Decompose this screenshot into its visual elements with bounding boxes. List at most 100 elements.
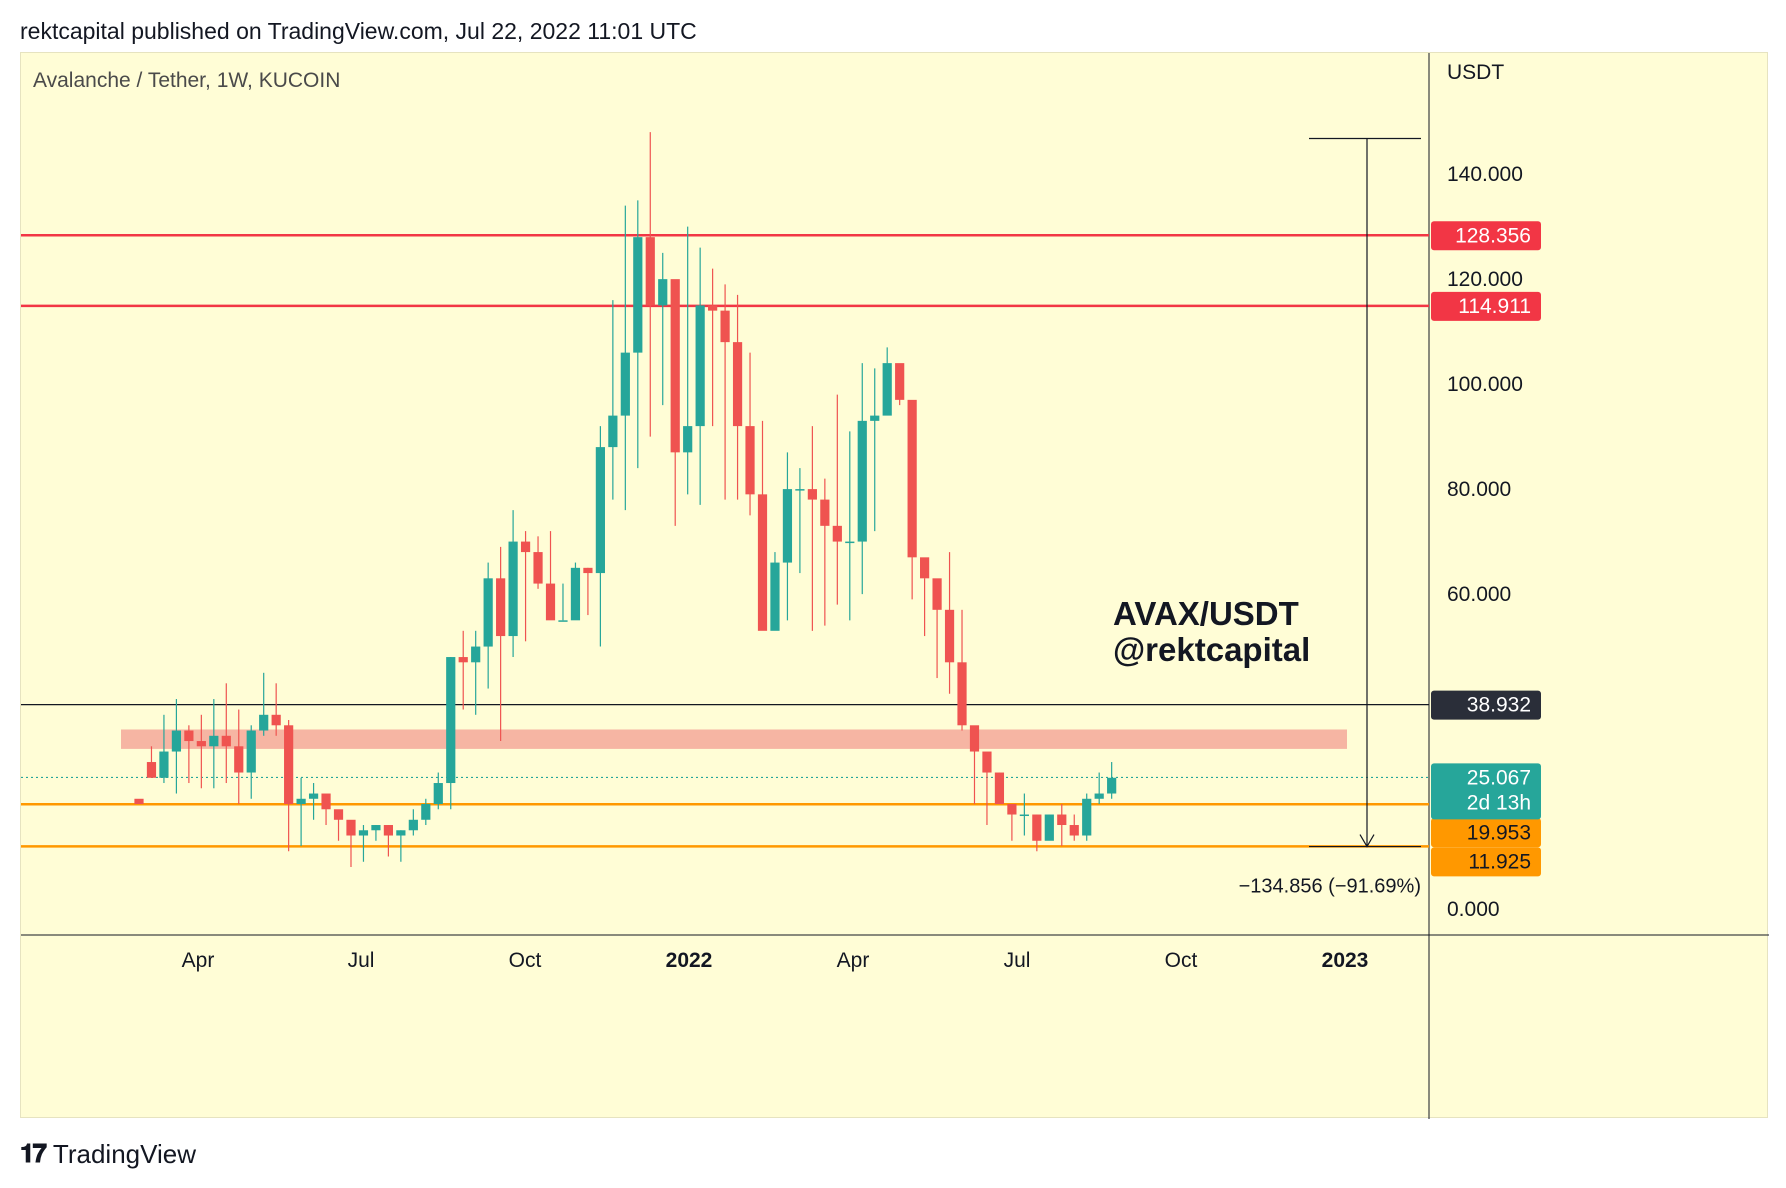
- candle-body: [608, 415, 618, 448]
- candle-body: [533, 552, 543, 584]
- tradingview-logo-icon[interactable]: 𝟏𝟕: [20, 1138, 47, 1168]
- candle-body: [333, 809, 344, 820]
- candle-body: [732, 342, 743, 427]
- x-tick-label: Jul: [348, 949, 375, 972]
- x-tick-label: Jul: [1004, 949, 1031, 972]
- publish-header: rektcapital published on TradingView.com…: [20, 18, 697, 44]
- y-tick-label: 60.000: [1447, 583, 1511, 606]
- candle-body: [620, 352, 630, 416]
- candle-body: [558, 620, 568, 622]
- candle-body: [171, 730, 182, 752]
- annotation-line: AVAX/USDT: [1113, 595, 1299, 632]
- candle-body: [458, 657, 468, 663]
- candle-body: [1057, 814, 1067, 826]
- candle-body: [770, 562, 780, 631]
- measure-arrow-icon: [1359, 834, 1375, 848]
- candle-body: [695, 305, 705, 427]
- candle-body: [1094, 793, 1104, 799]
- candle-body: [221, 735, 231, 747]
- candle-body: [857, 420, 867, 542]
- candle-body: [745, 426, 755, 495]
- y-tick-label: 120.000: [1447, 268, 1523, 291]
- candle-body: [1107, 777, 1117, 794]
- candle-body: [807, 489, 817, 500]
- candle-body: [321, 793, 331, 810]
- candle-body: [1019, 814, 1029, 817]
- candle-body: [408, 819, 418, 831]
- candle-body: [196, 741, 206, 747]
- candle-body: [545, 583, 556, 621]
- candle-body: [520, 541, 531, 553]
- candle-body: [595, 447, 605, 574]
- candle-body: [471, 646, 481, 663]
- candle-body: [1007, 804, 1017, 815]
- candle-body: [957, 662, 967, 726]
- candle-body: [645, 237, 655, 306]
- candle-body: [371, 825, 381, 831]
- symbol-label: Avalanche / Tether, 1W, KUCOIN: [33, 69, 340, 92]
- x-tick-label: Oct: [1165, 949, 1198, 972]
- countdown-label: 2d 13h: [1467, 791, 1531, 814]
- current-price-label: 25.067: [1467, 766, 1531, 789]
- candle-body: [907, 399, 917, 558]
- candle-body: [708, 305, 718, 311]
- price-tag-label: 128.356: [1455, 224, 1531, 247]
- candle-body: [159, 751, 169, 778]
- annotation-line: @rektcapital: [1113, 631, 1310, 668]
- candle-body: [920, 557, 930, 579]
- candle-body: [1069, 825, 1079, 836]
- candle-body: [944, 609, 955, 663]
- candle-body: [757, 494, 768, 631]
- candle-body: [1044, 814, 1054, 841]
- price-tag-1: [1431, 291, 1541, 321]
- price-tag-0: [1431, 221, 1541, 251]
- price-tag-label: 114.911: [1458, 295, 1531, 318]
- currency-label: USDT: [1447, 61, 1504, 84]
- candle-body: [184, 730, 194, 742]
- x-tick-label: Apr: [837, 949, 870, 972]
- candle-body: [284, 725, 294, 805]
- candle-body: [396, 830, 406, 836]
- price-tag-label: 38.932: [1467, 694, 1531, 717]
- measure-label: −134.856 (−91.69%): [1239, 876, 1421, 898]
- candle-body: [720, 310, 730, 343]
- candle-body: [820, 499, 830, 526]
- price-tag-label: 11.925: [1468, 850, 1531, 873]
- x-tick-label: Oct: [509, 949, 542, 972]
- candle-body: [508, 541, 518, 637]
- price-tag-label: 19.953: [1467, 821, 1531, 844]
- x-tick-label: 2022: [666, 949, 713, 972]
- candle-body: [234, 746, 244, 773]
- footer-brand[interactable]: TradingView: [52, 1138, 196, 1169]
- chart-panel[interactable]: Avalanche / Tether, 1W, KUCOIN USDT −134.8…: [20, 52, 1769, 1119]
- candle-body: [994, 772, 1005, 805]
- candle-body: [483, 578, 493, 647]
- candle-body: [383, 825, 393, 836]
- candle-body: [246, 730, 256, 773]
- candle-body: [870, 415, 880, 421]
- candle-body: [1082, 798, 1092, 836]
- candle-body: [658, 279, 668, 306]
- candle-body: [1032, 814, 1042, 841]
- candle-body: [358, 830, 369, 836]
- x-tick-label: 2023: [1322, 949, 1369, 972]
- candle-body: [271, 714, 281, 726]
- candle-body: [446, 657, 456, 784]
- candlestick-chart[interactable]: Avalanche / Tether, 1W, KUCOIN USDT −134.8…: [21, 53, 1769, 1119]
- candle-body: [496, 578, 506, 637]
- price-tag-4: [1431, 847, 1541, 877]
- resistance-zone: [121, 729, 1347, 749]
- candle-body: [683, 426, 693, 453]
- candle-body: [296, 798, 306, 805]
- candle-body: [433, 783, 443, 805]
- candle-body: [932, 578, 942, 610]
- candle-body: [795, 489, 805, 491]
- candle-body: [583, 567, 593, 574]
- candle-body: [895, 363, 905, 400]
- candle-body: [969, 725, 980, 752]
- price-tag-2: [1431, 690, 1541, 720]
- candle-body: [782, 489, 793, 563]
- candle-body: [670, 279, 680, 453]
- candle-body: [209, 735, 219, 747]
- y-tick-label: 80.000: [1447, 478, 1511, 501]
